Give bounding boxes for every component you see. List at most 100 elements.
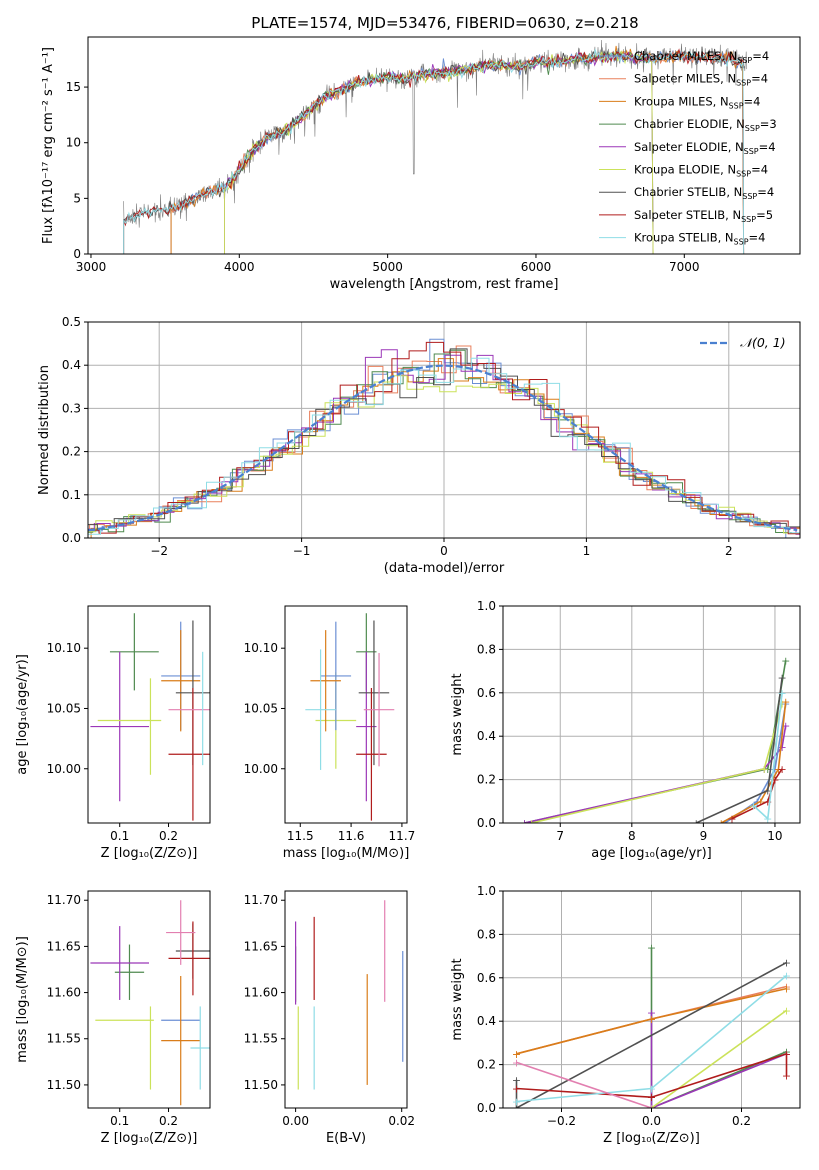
legend-label-count: =4	[749, 231, 766, 245]
y-tick-label: 10.05	[244, 701, 278, 715]
plot-area	[90, 613, 210, 821]
y-tick-label: 1.0	[477, 884, 496, 898]
x-tick-label: 0.0	[642, 1114, 661, 1128]
weight-marker: +	[727, 813, 736, 826]
weight-vs-age-panel: 7 8 9 10 0.0 0.2 0.4 0.6 0.8 1.0 age [log₁₀(age/yr…	[450, 599, 801, 861]
weight-line-chabrier-elodie	[650, 947, 787, 1108]
x-tick-label: 7000	[669, 260, 700, 274]
error-bar-point	[305, 649, 336, 770]
weight-marker: +	[782, 1046, 791, 1059]
y-axis-label: Normed distribution	[37, 365, 52, 495]
legend-label-count: =5	[756, 208, 773, 222]
legend-label-main: Kroupa STELIB, N	[634, 231, 734, 245]
weight-marker: +	[512, 1056, 521, 1069]
x-tick-label: 0.2	[732, 1114, 751, 1128]
weight-marker: +	[752, 795, 761, 808]
legend-item: Chabrier ELODIE, NSSP=3	[599, 117, 777, 133]
x-axis-label: (data-model)/error	[384, 561, 505, 576]
legend-label-main: Kroupa MILES, N	[634, 94, 729, 108]
weight-marker: +	[781, 654, 790, 667]
weight-line-chabrier-elodie	[524, 660, 787, 823]
axes-frame	[87, 890, 211, 1109]
weight-marker: +	[763, 795, 772, 808]
x-tick-label: 0.02	[388, 1114, 415, 1128]
weight-line-salpeter-stelib	[516, 1052, 788, 1099]
model-spectrum-salpeter-elodie	[224, 52, 654, 254]
axes-frame	[87, 321, 801, 539]
y-tick-label: 11.65	[244, 939, 278, 953]
weight-marker: +	[781, 719, 790, 732]
x-tick-label: 11.6	[338, 829, 365, 843]
x-tick-label: 6000	[521, 260, 552, 274]
x-tick-label: 0.2	[159, 1114, 178, 1128]
legend-item: Chabrier MILES, NSSP=4	[599, 49, 769, 65]
residual-histogram-salpeter-stelib	[88, 341, 800, 535]
y-tick-label: 11.50	[47, 1078, 81, 1092]
weight-marker: +	[781, 695, 790, 708]
plot-area	[295, 900, 404, 1090]
weight-marker: +	[777, 698, 786, 711]
legend-label: Kroupa STELIB, NSSP=4	[634, 231, 765, 247]
weight-marker: +	[763, 763, 772, 776]
gaussian-curve	[88, 364, 798, 532]
weight-marker: +	[512, 1102, 521, 1115]
y-tick-label: 5	[73, 191, 81, 205]
x-tick-label: 2	[725, 544, 733, 558]
legend-label: Salpeter MILES, NSSP=4	[634, 72, 768, 88]
weight-marker: +	[692, 817, 701, 830]
y-tick-label: 10.00	[244, 762, 278, 776]
legend-item: Salpeter MILES, NSSP=4	[599, 72, 768, 88]
x-tick-label: 9	[700, 829, 708, 843]
axes-frame	[87, 605, 211, 824]
legend-item: Chabrier STELIB, NSSP=4	[599, 185, 774, 201]
error-bar-point	[161, 975, 201, 1106]
weight-marker: +	[749, 800, 758, 813]
weight-marker: +	[647, 1102, 656, 1115]
y-tick-label: 11.70	[244, 893, 278, 907]
legend-item: Salpeter ELODIE, NSSP=4	[599, 140, 776, 156]
legend-label-main: Salpeter ELODIE, N	[634, 140, 744, 154]
weight-marker: +	[647, 1102, 656, 1115]
y-tick-label: 0.2	[477, 1058, 496, 1072]
error-bar-point	[90, 926, 149, 1000]
legend-label-count: =4	[752, 49, 769, 63]
weight-marker: +	[777, 763, 786, 776]
figure-title: PLATE=1574, MJD=53476, FIBERID=0630, z=0…	[251, 14, 638, 32]
x-tick-label: 4000	[224, 260, 255, 274]
legend-label-count: =4	[751, 163, 768, 177]
error-bar-point	[356, 687, 387, 821]
x-tick-label: 11.5	[287, 829, 314, 843]
y-tick-label: 0.0	[477, 816, 496, 830]
weight-marker: +	[647, 1091, 656, 1104]
y-tick-label: 11.50	[244, 1078, 278, 1092]
legend-label-sub: SSP	[742, 192, 757, 201]
model-spectrum-chabrier-elodie	[224, 51, 654, 254]
y-tick-label: 10.00	[47, 762, 81, 776]
y-tick-label: 0.2	[477, 773, 496, 787]
x-axis-label: wavelength [Angstrom, rest frame]	[330, 277, 559, 292]
legend-label-sub: SSP	[736, 79, 751, 88]
spectrum-panel: 3000 4000 5000 6000 7000 0 5 10 15 wavelength [An…	[41, 36, 801, 292]
legend-label-sub: SSP	[745, 124, 760, 133]
x-tick-label: 0.1	[110, 1114, 129, 1128]
y-tick-label: 0.4	[477, 729, 496, 743]
weight-line-salpeter-elodie	[650, 1012, 787, 1108]
weight-marker: +	[647, 1091, 656, 1104]
x-tick-label: 0.1	[110, 829, 129, 843]
x-tick-label: 5000	[372, 260, 403, 274]
y-tick-label: 0.8	[477, 642, 496, 656]
error-bar-point	[310, 630, 341, 732]
legend-label-main: Salpeter STELIB, N	[634, 208, 741, 222]
legend-label: 𝒩(0, 1)	[740, 335, 786, 350]
weight-vs-metallicity-panel: −0.2 0.0 0.2 0.0 0.2 0.4 0.6 0.8 1.0 Z [log₁₀(Z/Z…	[450, 884, 801, 1146]
weight-marker: +	[777, 672, 786, 685]
axes-frame	[284, 890, 408, 1109]
mass-vs-metallicity-panel: 0.1 0.2 11.50 11.55 11.60 11.65 11.70 Z [log₁₀(…	[15, 890, 211, 1146]
y-axis-label: Flux [fλ10⁻¹⁷ erg cm⁻² s⁻¹ A⁻¹]	[41, 47, 56, 244]
y-tick-label: 0.4	[62, 358, 81, 372]
legend-label-sub: SSP	[737, 56, 752, 65]
y-tick-label: 11.60	[47, 986, 81, 1000]
y-tick-label: 0	[73, 247, 81, 261]
weight-marker: +	[782, 1004, 791, 1017]
